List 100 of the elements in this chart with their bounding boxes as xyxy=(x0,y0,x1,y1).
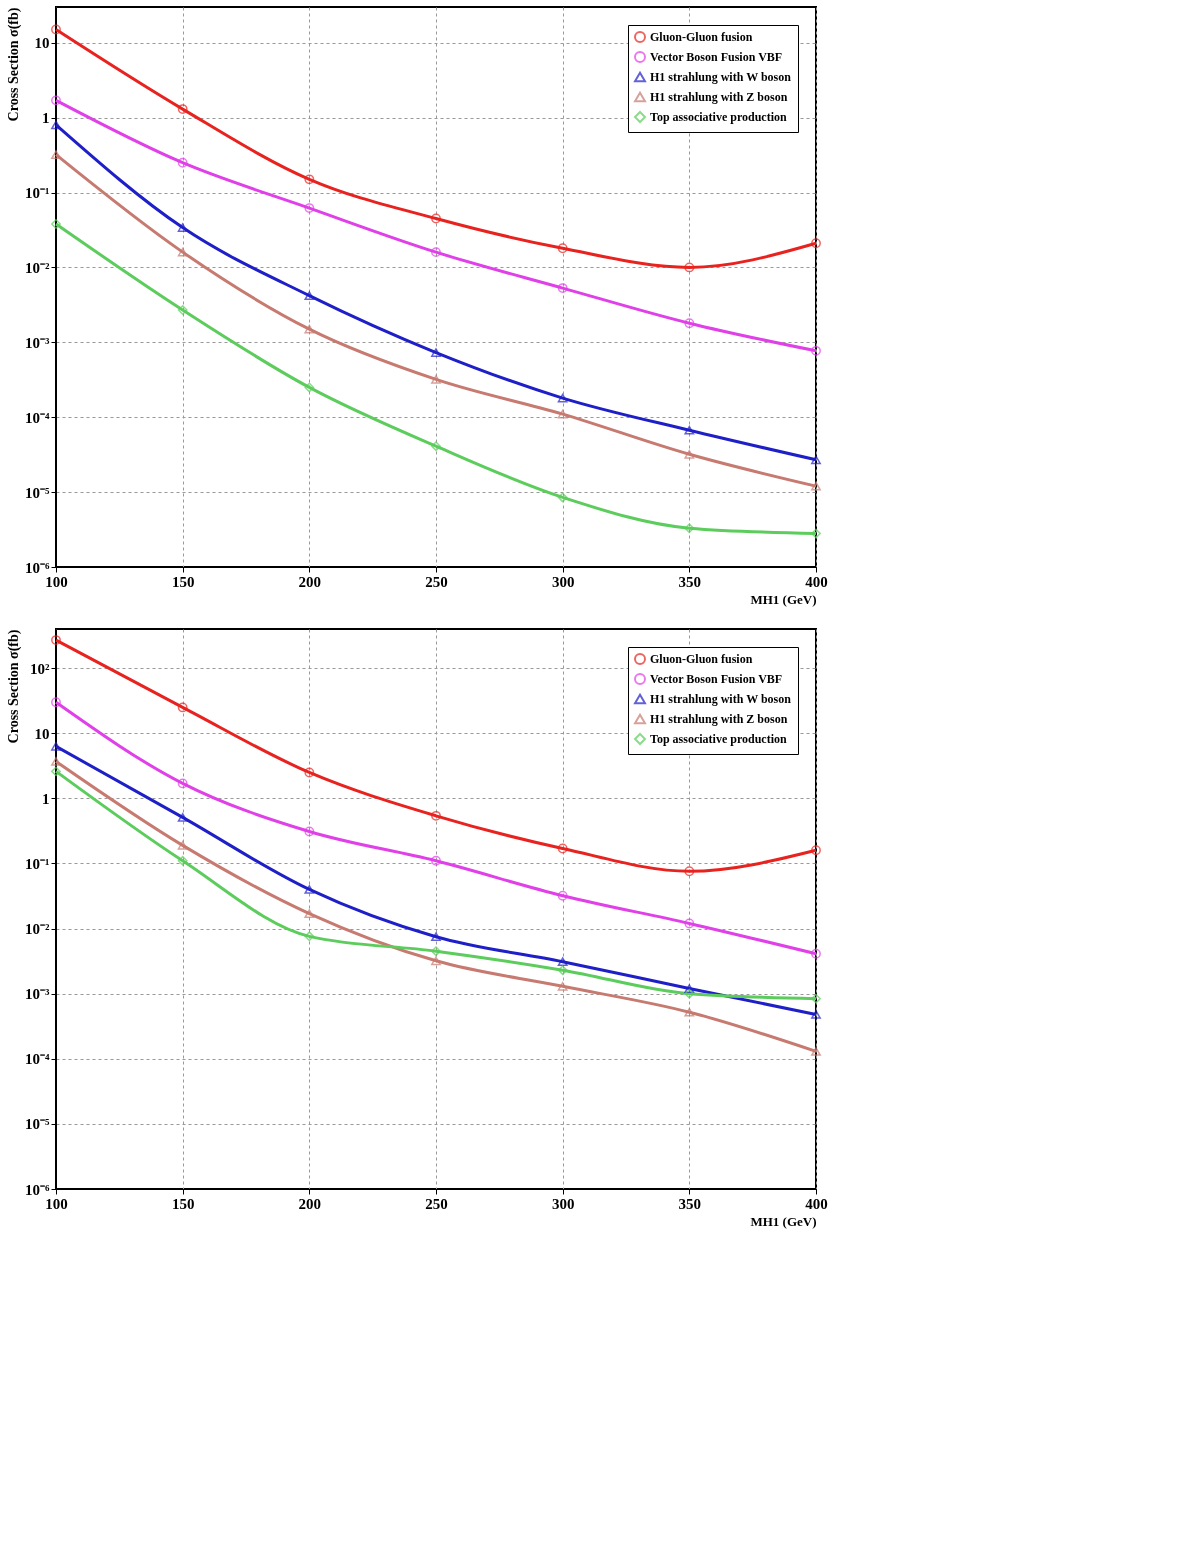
point xyxy=(557,843,568,854)
y-tick-label: 10⁻⁶ xyxy=(25,1181,50,1198)
point xyxy=(811,481,821,491)
point xyxy=(431,441,441,452)
point xyxy=(684,262,695,273)
point xyxy=(557,283,568,293)
point xyxy=(51,219,61,229)
x-tick-label: 400 xyxy=(805,1195,828,1212)
point xyxy=(557,243,568,254)
point xyxy=(51,697,61,708)
y-tick-label: 10⁻³ xyxy=(25,334,50,351)
point xyxy=(811,1047,821,1056)
point xyxy=(304,382,315,393)
point xyxy=(304,291,315,301)
x-tick-label: 200 xyxy=(298,1195,322,1212)
x-tick-label: 300 xyxy=(551,1195,575,1212)
point xyxy=(177,223,188,232)
point xyxy=(557,492,568,503)
point xyxy=(557,890,568,901)
point xyxy=(51,150,61,160)
point xyxy=(811,238,821,249)
x-tick-label: 150 xyxy=(171,573,195,590)
point xyxy=(431,213,441,224)
point xyxy=(51,95,61,106)
point xyxy=(684,1007,695,1017)
x-tick-label: 300 xyxy=(551,573,575,590)
legend-label: H1 strahlung with W boson xyxy=(650,70,792,84)
y-tick-label: 10⁻³ xyxy=(25,986,50,1003)
point xyxy=(304,885,315,894)
x-tick-label: 400 xyxy=(805,573,828,590)
x-tick-label: 150 xyxy=(171,1195,195,1212)
point xyxy=(684,984,695,993)
point xyxy=(431,855,441,866)
y-tick-label: 10⁻⁴ xyxy=(25,409,50,426)
point xyxy=(557,393,568,403)
point xyxy=(177,247,188,257)
legend-label: Gluon-Gluon fusion xyxy=(650,652,753,666)
point xyxy=(177,855,188,866)
y-tick-label: 10⁻² xyxy=(25,259,50,276)
point xyxy=(51,766,61,777)
legend-label: Gluon-Gluon fusion xyxy=(650,30,753,44)
x-tick-label: 250 xyxy=(425,1195,448,1212)
point xyxy=(177,778,188,789)
point xyxy=(811,345,821,356)
point xyxy=(51,24,61,35)
x-tick-label: 200 xyxy=(298,573,322,590)
x-tick-label: 350 xyxy=(678,573,702,590)
point xyxy=(557,409,568,419)
legend-label: Vector Boson Fusion VBF xyxy=(650,50,783,64)
legend-label: H1 strahlung with Z boson xyxy=(650,90,788,104)
y-tick-label: 10⁻¹ xyxy=(25,185,50,202)
point xyxy=(431,932,441,942)
point xyxy=(304,909,315,918)
point xyxy=(304,174,315,185)
point xyxy=(684,318,695,329)
y-tick-label: 1 xyxy=(42,110,50,127)
y-tick-label: 10⁻⁶ xyxy=(25,559,50,576)
point xyxy=(177,305,188,315)
legend-label: H1 strahlung with Z boson xyxy=(650,712,788,726)
point xyxy=(684,449,695,459)
point xyxy=(51,635,61,646)
x-axis-title: MH1 (GeV) xyxy=(750,1213,817,1229)
point xyxy=(304,324,315,334)
y-tick-label: 10⁻² xyxy=(25,921,50,938)
point xyxy=(304,826,315,837)
y-axis-title: Cross Section σ(fb) xyxy=(6,7,22,122)
point xyxy=(177,813,188,822)
point xyxy=(684,918,695,929)
point xyxy=(304,203,315,213)
point xyxy=(431,348,441,357)
y-tick-label: 1 xyxy=(42,790,50,807)
point xyxy=(431,247,441,258)
point xyxy=(431,375,441,384)
point xyxy=(811,1010,821,1019)
y-tick-label: 10⁻⁵ xyxy=(25,1116,50,1133)
point xyxy=(177,157,188,168)
point xyxy=(431,810,441,821)
legend-label: Top associative production xyxy=(650,732,788,746)
y-tick-label: 10 xyxy=(34,35,50,52)
point xyxy=(304,931,315,942)
point xyxy=(51,757,61,766)
y-tick-label: 10 xyxy=(34,725,50,742)
point xyxy=(684,866,695,877)
point xyxy=(304,767,315,778)
point xyxy=(557,981,568,991)
point xyxy=(177,702,188,713)
legend-label: Vector Boson Fusion VBF xyxy=(650,672,783,686)
point xyxy=(811,528,821,539)
y-tick-label: 10⁻⁴ xyxy=(25,1051,50,1068)
x-tick-label: 100 xyxy=(45,1195,68,1212)
point xyxy=(684,988,695,999)
point xyxy=(177,840,188,850)
y-tick-label: 10⁻¹ xyxy=(25,856,50,872)
point xyxy=(51,741,61,751)
x-axis-title: MH1 (GeV) xyxy=(750,591,817,607)
legend-label: H1 strahlung with W boson xyxy=(650,692,792,706)
point xyxy=(811,948,821,959)
y-tick-label: 10² xyxy=(30,660,50,677)
y-tick-label: 10⁻⁵ xyxy=(25,484,50,501)
y-axis-title: Cross Section σ(fb) xyxy=(6,629,22,744)
